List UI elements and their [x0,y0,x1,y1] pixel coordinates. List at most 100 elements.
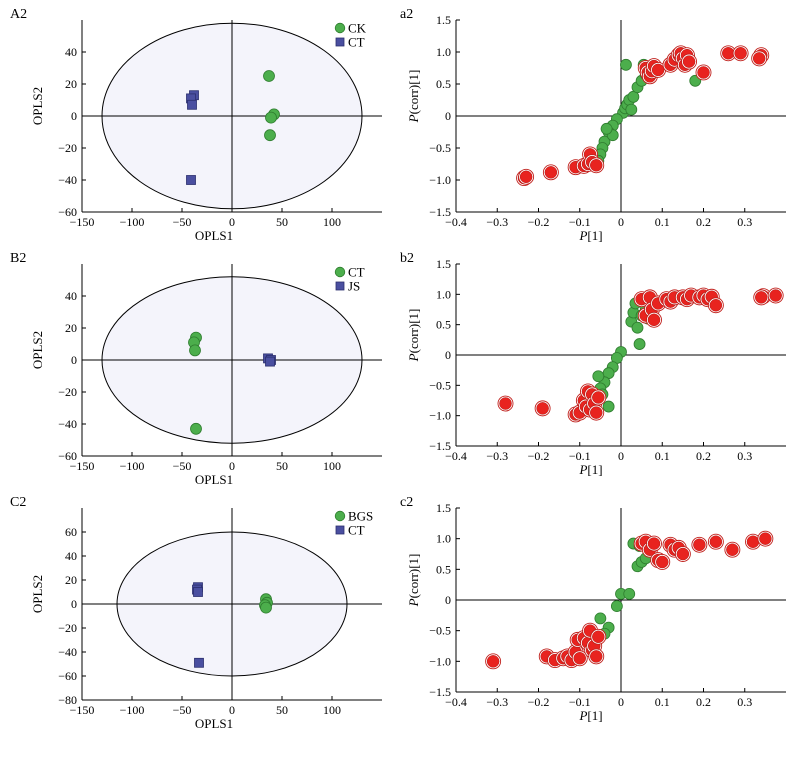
x-tick-label: 100 [323,215,341,229]
x-tick-label: 0.2 [696,695,711,709]
series-s1 [497,287,784,423]
legend-label: CT [348,265,365,280]
data-point [193,587,203,597]
x-tick-label: −0.1 [569,449,591,463]
x-tick-label: 0 [229,459,235,473]
panel-b2: b2 −0.4 −0.3 −0.2 −0.1 0 0.1 0.2 0.3 −1.5 −1.0 −0.5… [400,251,786,477]
x-tick-label: 100 [323,459,341,473]
data-point [682,55,696,68]
data-point [190,422,202,435]
series-CT [192,582,204,668]
data-point [709,535,723,548]
x-tick-label: 0 [618,695,624,709]
y-tick-label: −60 [58,205,77,219]
data-point [746,535,760,548]
data-point [610,600,623,613]
y-tick-label: −1.0 [429,409,451,423]
x-tick-label: 0.3 [737,449,752,463]
y-tick-label: 0 [445,109,451,123]
y-tick-label: −60 [58,449,77,463]
data-point [263,70,275,82]
data-point [734,47,747,60]
data-point [536,402,549,415]
y-tick-label: 1.0 [436,45,451,59]
x-axis-label: P[1] [578,708,602,723]
x-tick-label: −150 [70,459,95,473]
x-tick-label: −0.1 [569,215,591,229]
series-CT [188,331,202,435]
series-JS [263,353,276,367]
data-point [499,397,512,410]
data-point [647,313,661,327]
x-tick-label: −0.2 [528,449,550,463]
x-tick-label: 0.1 [655,695,670,709]
x-tick-label: −0.3 [486,695,508,709]
y-tick-label: −1.5 [429,439,451,453]
data-point [592,391,605,404]
y-axis-label: P(corr)[1] [406,70,421,124]
y-tick-label: 0 [71,109,77,123]
legend-swatch [334,510,346,522]
x-tick-label: 0.1 [655,215,670,229]
y-tick-label: −40 [58,173,77,187]
x-tick-label: −0.1 [569,695,591,709]
series-BGS [259,593,273,614]
x-tick-label: −150 [70,703,95,717]
data-point [633,338,646,350]
x-tick-label: 0.2 [696,449,711,463]
data-point [486,655,500,668]
x-tick-label: −0.3 [486,215,508,229]
data-point [620,58,632,71]
x-axis-label: OPLS1 [195,228,233,243]
x-tick-label: 0 [229,215,235,229]
series-s1 [485,530,774,670]
data-point [647,537,661,550]
panel-B2: B2 −150 −100 −50 0 50 100 −60 −40 −20 0 20 40 OPLS1 OP… [10,251,382,487]
y-tick-label: −20 [58,385,77,399]
data-point [594,612,607,625]
y-tick-label: 0.5 [436,318,451,332]
y-axis-label: OPLS2 [30,331,45,369]
x-tick-label: 0.3 [737,695,752,709]
legend-label: CT [348,35,365,50]
x-tick-label: 100 [323,703,341,717]
data-point [264,129,276,142]
data-point [755,291,768,304]
data-point [693,538,706,552]
panel-label: b2 [400,251,414,266]
data-point [769,289,782,302]
x-tick-label: −100 [120,459,145,473]
panel-A2: A2 −150 −100 −50 0 50 100 −60 −40 −20 0 20 40 OPLS1 OP… [10,7,382,243]
panel-label: a2 [400,7,413,22]
series-s1 [516,45,770,187]
data-point [623,587,636,600]
data-point [656,555,669,569]
data-point [602,400,615,413]
data-point [625,103,638,116]
y-tick-label: 20 [65,573,77,587]
y-tick-label: −0.5 [429,624,451,638]
series-CK [263,70,280,142]
legend-label: CT [348,523,365,538]
x-axis-label: OPLS1 [195,472,233,487]
x-tick-label: −0.4 [445,449,467,463]
x-tick-label: 0 [618,215,624,229]
x-tick-label: −0.4 [445,695,467,709]
y-tick-label: −0.5 [429,141,451,155]
y-tick-label: 20 [65,321,77,335]
y-axis-label: OPLS2 [30,575,45,613]
data-point [187,99,197,110]
data-point [676,547,690,561]
y-axis-label: P(corr)[1] [406,554,421,608]
y-tick-label: −20 [58,621,77,635]
y-tick-label: 0 [445,593,451,607]
legend-swatch [334,22,346,34]
data-point [260,601,272,614]
y-tick-label: 1.0 [436,532,451,546]
y-tick-label: 1.0 [436,287,451,301]
x-tick-label: −150 [70,215,95,229]
data-point [265,356,275,367]
x-tick-label: 50 [276,703,288,717]
